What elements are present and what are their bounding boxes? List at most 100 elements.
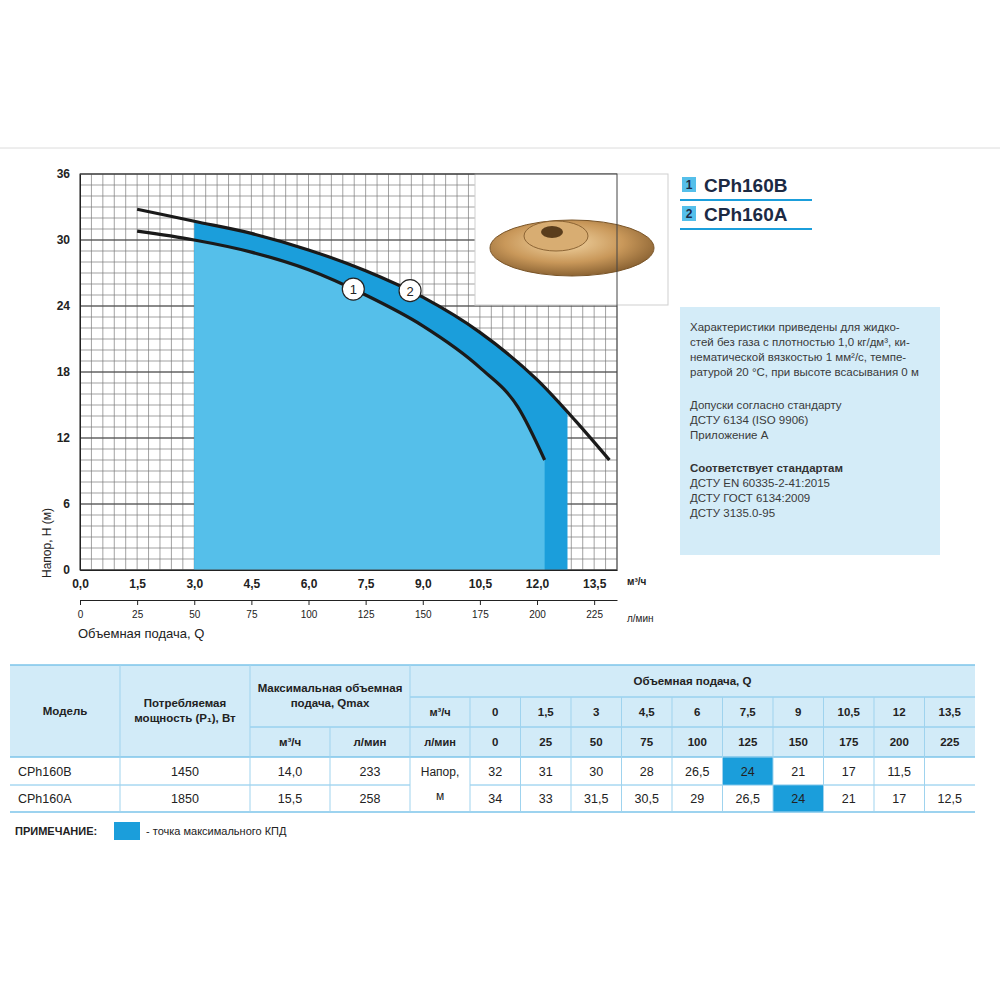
curve-label: 2	[399, 280, 421, 302]
x2-tick-mark	[194, 600, 195, 605]
x2-tick-mark	[137, 600, 138, 605]
y-tick: 24	[57, 299, 80, 313]
grid	[80, 174, 617, 570]
table-header: 100	[688, 736, 707, 748]
table-cell: 24	[791, 792, 805, 806]
x2-unit: л/мин	[627, 613, 654, 624]
table-header: м³/ч	[429, 706, 450, 718]
y-tick: 30	[57, 233, 80, 247]
legend-number: 2	[686, 207, 693, 221]
table-rule	[520, 697, 521, 812]
info-box-bg	[680, 307, 940, 555]
table-header: 50	[590, 736, 603, 748]
y-tick: 18	[57, 365, 80, 379]
table-header: Объемная подача, Q	[634, 675, 752, 687]
table-cell: 31	[539, 765, 553, 779]
x-tick-label: 7,5	[358, 577, 375, 591]
x-tick-label: 13,5	[583, 577, 607, 591]
table-cell: 17	[842, 765, 856, 779]
legend-underline	[680, 199, 812, 201]
info-line: Характеристики приведены для жидко-	[690, 321, 900, 333]
table-cell: 1450	[171, 765, 199, 779]
x-unit: м³/ч	[627, 576, 647, 587]
x2-tick: 25	[132, 600, 144, 620]
table-rule	[250, 665, 251, 812]
table-cell: 24	[741, 765, 755, 779]
x-axis: 0,01,53,04,56,07,59,010,512,013,5	[72, 570, 617, 591]
legend-swatch	[682, 177, 696, 192]
table-rule	[10, 811, 975, 813]
x2-tick: 75	[246, 600, 258, 620]
x-tick: 7,5	[358, 570, 375, 591]
x2-tick-label: 100	[301, 609, 318, 620]
table-cell: 17	[892, 792, 906, 806]
table-header: 7,5	[740, 706, 757, 718]
x2-tick-mark	[423, 600, 424, 605]
table-rule	[330, 727, 331, 812]
table-rule	[773, 697, 774, 812]
info-line: ДСТУ ГОСТ 6134:2009	[690, 492, 810, 504]
table-header: м³/ч	[279, 736, 301, 748]
table-header: 13,5	[939, 706, 962, 718]
x2-tick: 125	[358, 600, 375, 620]
note-label: ПРИМЕЧАНИЕ:	[15, 825, 97, 837]
x2-tick-label: 125	[358, 609, 375, 620]
x-tick: 4,5	[244, 570, 261, 591]
table-cell: 1850	[171, 792, 199, 806]
table-cell: 233	[360, 765, 381, 779]
series-line	[137, 209, 609, 460]
table-header: 25	[539, 736, 552, 748]
curve-label: 1	[342, 278, 364, 300]
x2-tick-mark	[309, 600, 310, 605]
curve-label-text: 2	[406, 284, 413, 299]
y-tick: 12	[57, 431, 80, 445]
table-header: подача, Qmax	[291, 697, 370, 709]
x2-tick: 200	[529, 600, 546, 620]
shaded-area	[194, 231, 544, 570]
table-cell: CPh160B	[18, 765, 72, 779]
x-tick-label: 4,5	[244, 577, 261, 591]
y-tick-label: 6	[63, 497, 70, 511]
x2-tick-label: 200	[529, 609, 546, 620]
curve-label-circle	[342, 278, 364, 300]
impeller-hub	[541, 226, 563, 238]
table-rule	[10, 664, 975, 666]
x-axis-line	[81, 570, 618, 571]
table-rule	[722, 697, 723, 812]
x2-tick: 150	[415, 600, 432, 620]
table-rule	[823, 697, 824, 812]
x2-tick-mark	[366, 600, 367, 605]
x2-tick-mark	[537, 600, 538, 605]
table-rule	[410, 665, 411, 812]
x2-tick-mark	[480, 600, 481, 605]
table-rule	[621, 697, 622, 812]
info-box: Характеристики приведены для жидко-стей …	[680, 307, 940, 555]
table-header: 10,5	[838, 706, 861, 718]
table-header: 0	[492, 736, 498, 748]
table-cell: CPh160A	[18, 792, 72, 806]
x-tick-label: 0,0	[72, 577, 89, 591]
x-tick-label: 6,0	[301, 577, 318, 591]
y-tick-label: 24	[57, 299, 71, 313]
x-tick: 12,0	[526, 570, 550, 591]
table-header: мощность (P₁), Вт	[134, 712, 236, 724]
table-header: 1,5	[538, 706, 555, 718]
y-tick: 6	[63, 497, 80, 511]
table-cell: 30	[589, 765, 603, 779]
x2-axis-line	[81, 600, 618, 601]
x2-axis: 0255075100125150175200225	[78, 600, 618, 620]
table-header: Максимальная объемная	[258, 682, 403, 694]
page: 120,01,53,04,56,07,59,010,512,013,506121…	[0, 0, 1000, 1000]
max-efficiency-cell	[773, 785, 824, 812]
y-axis-title: Напор, Н (м)	[40, 508, 54, 578]
y-tick-label: 30	[57, 233, 71, 247]
x-tick: 13,5	[583, 570, 607, 591]
table-cell: 29	[690, 792, 704, 806]
table-cell: м	[436, 789, 444, 803]
table-cell: 21	[791, 765, 805, 779]
x2-tick-label: 0	[78, 609, 84, 620]
info-line: ДСТУ 6134 (ISO 9906)	[690, 414, 808, 426]
curve-label-circle	[399, 280, 421, 302]
table-header: 150	[789, 736, 808, 748]
table-header: 9	[795, 706, 801, 718]
